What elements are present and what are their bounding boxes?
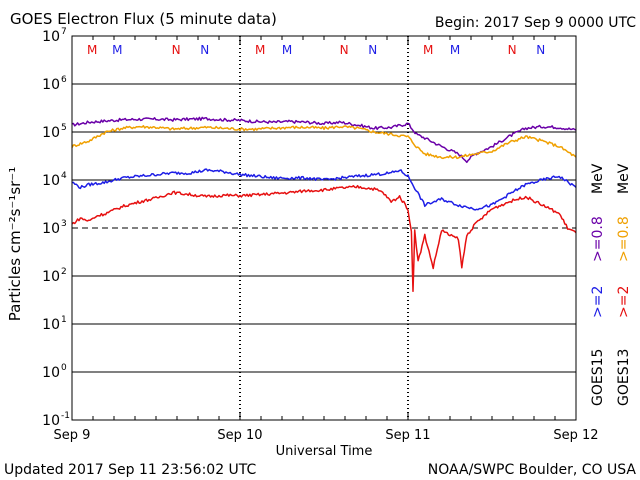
- y-tick-label: 10: [42, 125, 60, 141]
- x-tick-label: Sep 12: [553, 428, 598, 443]
- marker-m: M: [450, 43, 460, 57]
- marker-n: N: [200, 43, 209, 57]
- marker-m: M: [282, 43, 292, 57]
- series-line-goes13-2-mev: [71, 184, 577, 293]
- y-tick-exponent: 7: [61, 27, 67, 37]
- series-line-goes15-0-8-mev: [71, 116, 577, 164]
- marker-m: M: [112, 43, 122, 57]
- y-tick-label: 10: [42, 365, 60, 381]
- y-tick-label: 10: [42, 413, 60, 429]
- y-tick-label: 10: [42, 77, 60, 93]
- x-axis-ticks: Sep 9 Sep 10 Sep 11 Sep 12: [54, 428, 599, 443]
- decade-gridlines: [72, 83, 576, 373]
- credit-line: NOAA/SWPC Boulder, CO USA: [428, 462, 637, 478]
- marker-n: N: [172, 43, 181, 57]
- marker-n: N: [340, 43, 349, 57]
- y-tick-label: 10: [42, 317, 60, 333]
- legend: GOES15 GOES13 >=2 >=2 >=0.8 >=0.8 MeV MeV: [590, 163, 632, 406]
- marker-m: M: [255, 43, 265, 57]
- y-tick-label: 10: [42, 269, 60, 285]
- y-tick-label: 10: [42, 29, 60, 45]
- y-tick-label: 10: [42, 221, 60, 237]
- y-tick-exponent: 6: [61, 75, 67, 85]
- legend-unit: MeV: [616, 163, 632, 194]
- x-tick-label: Sep 10: [217, 428, 262, 443]
- y-tick-exponent: 5: [61, 123, 67, 133]
- series-line-goes15-2-mev: [71, 168, 577, 211]
- x-tick-label: Sep 9: [54, 428, 91, 443]
- legend-goes13-gt08: >=0.8: [616, 216, 632, 262]
- y-tick-exponent: 2: [61, 267, 67, 277]
- chart-title: GOES Electron Flux (5 minute data): [10, 10, 277, 28]
- legend-goes15-label: GOES15: [590, 349, 606, 406]
- marker-n: N: [508, 43, 517, 57]
- legend-goes15-gt2: >=2: [590, 286, 606, 318]
- y-tick-exponent: 3: [61, 219, 67, 229]
- flux-series: [71, 116, 577, 293]
- updated-timestamp: Updated 2017 Sep 11 23:56:02 UTC: [4, 462, 257, 478]
- y-tick-exponent: -1: [61, 411, 70, 421]
- day-tick-marks: [71, 36, 577, 420]
- y-tick-exponent: 1: [61, 315, 67, 325]
- legend-goes13-label: GOES13: [616, 349, 632, 406]
- marker-m: M: [423, 43, 433, 57]
- marker-m: M: [87, 43, 97, 57]
- y-tick-exponent: 0: [61, 363, 67, 373]
- legend-goes13-gt2: >=2: [616, 286, 632, 318]
- legend-unit: MeV: [590, 163, 606, 194]
- legend-goes15-gt08: >=0.8: [590, 216, 606, 262]
- y-tick-exponent: 4: [61, 171, 67, 181]
- y-axis-label: Particles cm⁻²s⁻¹sr⁻¹: [6, 167, 24, 321]
- series-line-goes13-0-8-mev: [71, 125, 577, 160]
- x-axis-label: Universal Time: [276, 444, 373, 459]
- begin-time: Begin: 2017 Sep 9 0000 UTC: [435, 15, 636, 31]
- marker-n: N: [536, 43, 545, 57]
- y-tick-label: 10: [42, 173, 60, 189]
- marker-n: N: [368, 43, 377, 57]
- x-tick-label: Sep 11: [385, 428, 430, 443]
